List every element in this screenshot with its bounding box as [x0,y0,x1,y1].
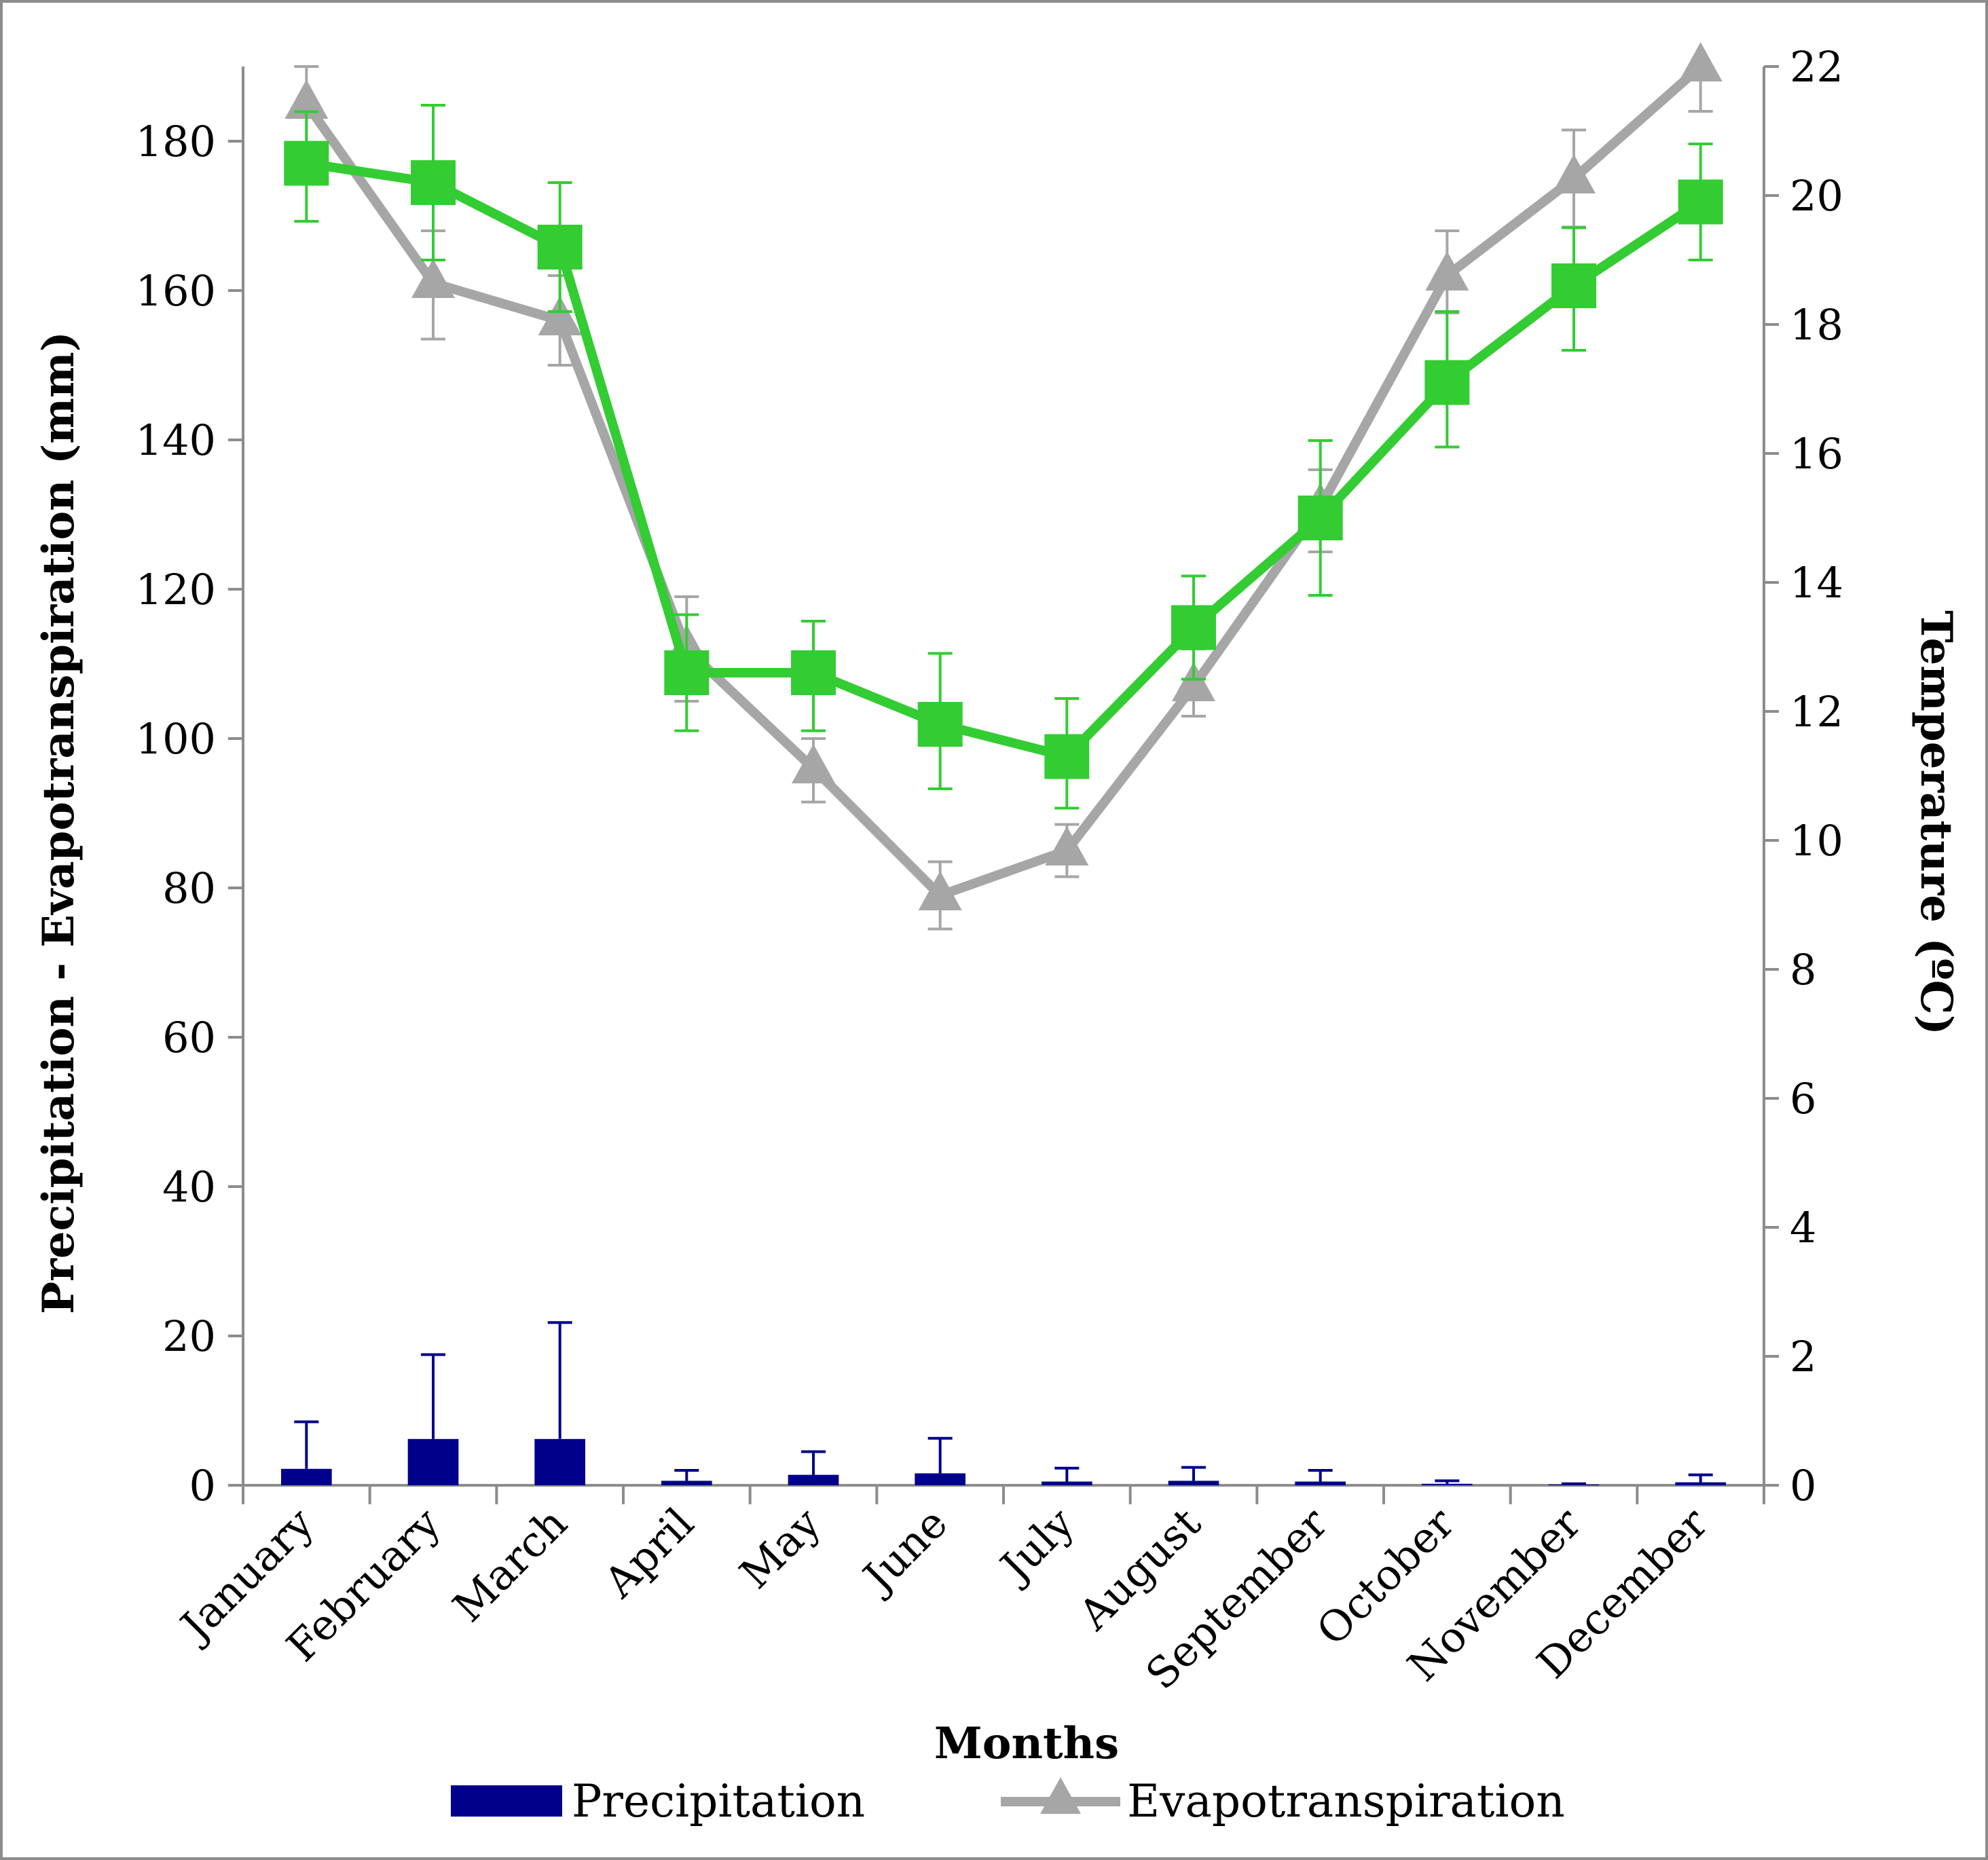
evapotranspiration-point-january [284,79,329,119]
legend-swatch-evapotranspiration-marker [1040,1777,1081,1814]
temperature-point-april [664,650,710,695]
y-left-tick-label: 20 [162,1312,216,1361]
evapotranspiration-point-november [1552,154,1596,193]
precipitation-bar-february [407,1438,459,1485]
y-right-tick-label: 10 [1790,816,1843,866]
evapotranspiration-point-august [1172,662,1215,701]
precipitation-bar-december [1675,1482,1726,1485]
y-left-tick-label: 180 [136,117,216,166]
y-right-tick-label: 2 [1790,1332,1816,1381]
temperature-point-october [1424,360,1470,405]
evapotranspiration-point-october [1425,251,1469,291]
evapotranspiration-point-june [918,871,962,910]
temperature-point-may [791,650,836,695]
legend-label-evapotranspiration: Evapotranspiration [1127,1775,1565,1827]
y-left-tick-label: 140 [136,415,216,465]
y-right-tick-label: 16 [1790,429,1843,479]
legend-swatch-precipitation [451,1785,562,1817]
temperature-point-september [1297,496,1343,540]
y-left-tick-label: 100 [136,714,216,764]
y-left-tick-label: 160 [136,266,216,316]
temperature-point-january [284,141,329,186]
precipitation-bar-august [1168,1481,1219,1485]
precipitation-bar-january [281,1468,332,1485]
precipitation-bar-april [661,1481,712,1485]
y-right-tick-label: 0 [1790,1461,1816,1510]
precipitation-bar-march [534,1438,585,1485]
y-right-tick-label: 12 [1790,687,1843,737]
legend-label-precipitation: Precipitation [572,1775,865,1827]
precipitation-bar-july [1042,1481,1092,1485]
evapotranspiration-line [302,62,1704,900]
temperature-point-february [411,160,456,205]
precipitation-bar-june [915,1473,965,1485]
evapotranspiration-point-december [1678,42,1723,81]
temperature-point-march [537,225,583,269]
evapotranspiration-point-march [538,296,582,335]
precipitation-bar-may [788,1474,839,1485]
y-right-tick-label: 22 [1790,42,1843,92]
y-left-tick-label: 0 [189,1461,216,1510]
evapotranspiration-point-may [792,744,835,783]
temperature-point-june [917,702,963,747]
evapotranspiration-point-february [411,259,455,298]
y-left-tick-label: 40 [162,1162,216,1212]
y-right-tick-label: 4 [1790,1203,1816,1252]
temperature-point-december [1678,179,1723,225]
temperature-point-november [1551,263,1596,308]
y-right-tick-label: 18 [1790,300,1843,350]
precipitation-bar-september [1295,1481,1346,1485]
y-right-tick-label: 8 [1790,945,1816,994]
precipitation-bar-october [1422,1483,1473,1485]
y-axis-left-title: Precipitation - Evapotranspiration (mm) [33,331,84,1314]
y-right-tick-label: 14 [1790,558,1843,608]
y-left-tick-label: 80 [162,863,216,913]
y-left-tick-label: 120 [136,565,216,614]
evapotranspiration-point-july [1045,826,1089,866]
y-left-tick-label: 60 [162,1013,216,1062]
legend: Precipitation Evapotranspiration [451,1775,1565,1827]
temperature-point-august [1171,605,1216,650]
y-right-tick-label: 6 [1790,1074,1816,1123]
x-axis-title: Months [934,1718,1119,1769]
y-right-tick-label: 20 [1790,171,1843,221]
y-axis-right-title: Temperature (ºC) [1911,610,1962,1035]
temperature-point-july [1044,734,1090,779]
